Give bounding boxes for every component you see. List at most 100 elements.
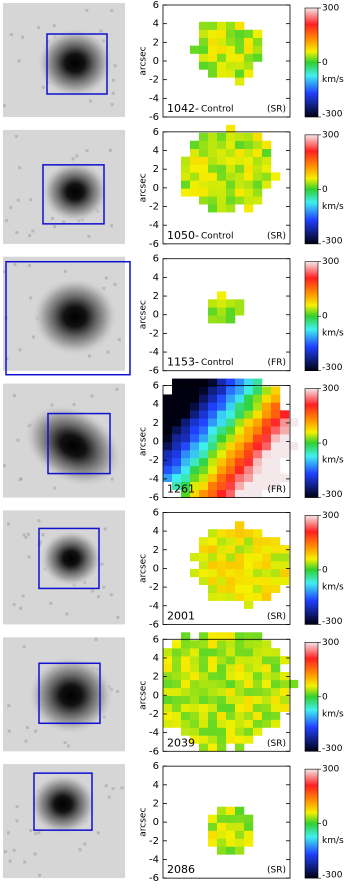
velocity-pixel bbox=[261, 640, 272, 649]
velocity-pixel bbox=[234, 576, 245, 586]
velocity-pixel bbox=[216, 172, 227, 181]
velocity-pixel bbox=[207, 457, 218, 467]
velocity-pixel bbox=[252, 457, 263, 467]
velocity-pixel bbox=[198, 53, 209, 62]
field-box bbox=[5, 260, 131, 376]
velocity-pixel bbox=[180, 180, 191, 189]
velocity-pixel bbox=[225, 703, 236, 712]
velocity-pixel bbox=[234, 727, 245, 736]
colorbar-unit: km/s bbox=[322, 836, 344, 846]
velocity-pixel bbox=[180, 640, 191, 649]
velocity-pixel bbox=[189, 156, 200, 165]
noise bbox=[27, 264, 31, 268]
map-id: 1261 bbox=[167, 483, 195, 496]
velocity-pixel bbox=[189, 664, 200, 673]
velocity-pixel bbox=[252, 703, 263, 712]
velocity-pixel bbox=[216, 576, 227, 586]
noise bbox=[19, 606, 23, 610]
velocity-pixel bbox=[234, 148, 245, 157]
noise bbox=[110, 9, 114, 13]
velocity-pixel bbox=[216, 378, 227, 387]
velocity-pixel bbox=[234, 846, 245, 855]
velocity-pixel bbox=[243, 822, 254, 831]
y-tick-label: -2 bbox=[149, 202, 159, 213]
velocity-pixel bbox=[234, 560, 245, 570]
velocity-pixel bbox=[243, 648, 254, 657]
velocity-pixel bbox=[252, 402, 263, 411]
velocity-pixel bbox=[171, 695, 182, 704]
galaxy bbox=[27, 655, 115, 735]
velocity-pixel bbox=[243, 592, 254, 601]
velocity-pixel bbox=[171, 410, 182, 419]
velocity-pixel bbox=[243, 196, 254, 205]
noise bbox=[34, 729, 38, 733]
velocity-pixel bbox=[252, 727, 263, 736]
velocity-pixel bbox=[252, 656, 263, 665]
velocity-pixel bbox=[189, 378, 200, 387]
velocity-pixel bbox=[243, 664, 254, 673]
velocity-pixel bbox=[207, 418, 218, 427]
velocity-pixel bbox=[225, 640, 236, 649]
velocity-pixel bbox=[270, 545, 281, 554]
colorbar-tick-label: 0 bbox=[322, 185, 328, 195]
velocity-pixel bbox=[189, 695, 200, 704]
velocity-pixel bbox=[225, 846, 236, 855]
velocity-pixel bbox=[171, 664, 182, 673]
velocity-pixel bbox=[243, 830, 254, 839]
velocity-pixel bbox=[216, 410, 227, 419]
velocity-pixel bbox=[261, 418, 272, 427]
row: 6 4 2 0 -2 -4 -6 arcsec 2001 (SR) 300 0 -300 km/s bbox=[3, 507, 344, 630]
velocity-pixel bbox=[216, 481, 227, 490]
map-mode: (FR) bbox=[268, 485, 286, 495]
velocity-pixel bbox=[234, 434, 245, 443]
velocity-pixel bbox=[270, 481, 281, 490]
velocity-pixel bbox=[189, 140, 200, 149]
noise bbox=[22, 645, 26, 649]
noise bbox=[104, 784, 108, 788]
velocity-pixel bbox=[288, 442, 299, 451]
velocity-pixel bbox=[270, 568, 281, 578]
velocity-pixel bbox=[207, 679, 218, 689]
velocity-pixel bbox=[225, 671, 236, 681]
velocity-pixel bbox=[261, 664, 272, 673]
velocity-pixel bbox=[243, 568, 254, 578]
map-id: 2001 bbox=[167, 609, 195, 622]
velocity-pixel bbox=[216, 822, 227, 831]
velocity-pixel bbox=[234, 61, 245, 70]
velocity-pixel bbox=[216, 442, 227, 451]
velocity-pixel bbox=[189, 418, 200, 427]
velocity-pixel bbox=[261, 560, 272, 570]
noise bbox=[5, 357, 9, 361]
velocity-pixel bbox=[261, 553, 272, 562]
noise bbox=[22, 533, 26, 537]
velocity-pixel bbox=[270, 442, 281, 451]
velocity-pixel bbox=[163, 473, 173, 483]
velocity-pixel bbox=[189, 711, 200, 720]
row: 6 4 2 0 -2 -4 -6 arcsec 1261 (FR) 300 0 -300 km/s bbox=[3, 378, 344, 504]
velocity-pixel bbox=[234, 442, 245, 451]
velocity-pixel bbox=[189, 687, 200, 697]
velocity-pixel bbox=[207, 481, 218, 490]
velocity-pixel bbox=[207, 727, 218, 736]
velocity-pixel bbox=[234, 37, 245, 46]
y-tick-label: 4 bbox=[153, 19, 159, 30]
velocity-pixel bbox=[261, 719, 272, 728]
velocity-pixel bbox=[216, 560, 227, 570]
velocity-pixel bbox=[189, 568, 200, 578]
velocity-pixel bbox=[189, 442, 200, 451]
velocity-pixel bbox=[261, 156, 272, 165]
velocity-pixel bbox=[261, 711, 272, 720]
velocity-pixel bbox=[243, 69, 254, 78]
velocity-pixel bbox=[252, 426, 263, 435]
velocity-pixel bbox=[243, 426, 254, 435]
velocity-pixel bbox=[171, 418, 182, 427]
y-tick-label: 0 bbox=[153, 183, 159, 194]
velocity-pixel bbox=[225, 838, 236, 847]
velocity-pixel bbox=[234, 703, 245, 712]
noise bbox=[33, 852, 37, 856]
velocity-pixel bbox=[216, 529, 227, 538]
velocity-pixel bbox=[234, 481, 245, 490]
velocity-pixel bbox=[189, 719, 200, 728]
velocity-pixel bbox=[189, 148, 200, 157]
velocity-pixel bbox=[171, 719, 182, 728]
